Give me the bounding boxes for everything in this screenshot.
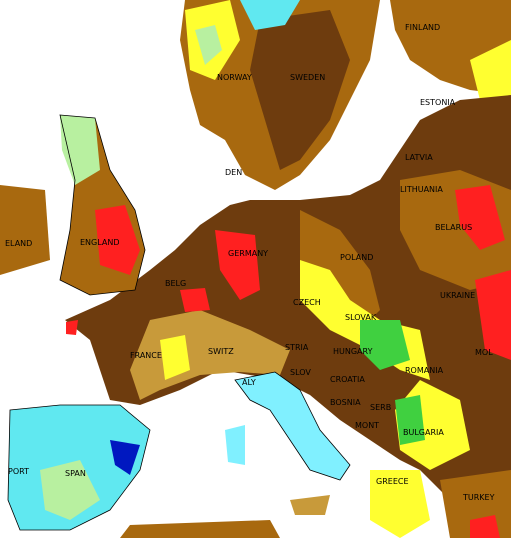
- region-lightgreen: [40, 460, 100, 520]
- country-label: SPAN: [65, 469, 86, 478]
- north-africa: [120, 520, 280, 538]
- country-label: LATVIA: [405, 153, 433, 162]
- country-label: MOL: [475, 348, 493, 357]
- region-green: [395, 395, 425, 445]
- region-yellow: [470, 40, 511, 110]
- country-label: SLOVAK: [345, 313, 377, 322]
- coastline: [234, 371, 351, 481]
- region-yellow: [160, 335, 190, 380]
- country-label: ROMANIA: [405, 366, 444, 375]
- country-label: POLAND: [340, 253, 373, 262]
- country-label: BOSNIA: [330, 398, 361, 407]
- country-label: UKRAINE: [440, 291, 475, 300]
- country-label: SLOV: [290, 368, 311, 377]
- country-label: BELG: [165, 279, 186, 288]
- country-label: HUNGARY: [333, 347, 373, 356]
- region-red: [66, 320, 78, 335]
- region-lightgreen: [60, 115, 100, 185]
- country-label: CROATIA: [330, 375, 365, 384]
- greece: [370, 470, 430, 538]
- sardinia: [225, 425, 245, 465]
- country-label: DEN: [225, 168, 242, 177]
- country-label: SWEDEN: [290, 73, 325, 82]
- region-blue: [110, 440, 140, 475]
- country-label: FRANCE: [130, 351, 162, 360]
- region-red: [180, 288, 210, 312]
- sicily: [290, 495, 330, 515]
- country-label: LITHUANIA: [400, 185, 443, 194]
- region-green: [360, 320, 410, 370]
- country-label: ELAND: [5, 239, 32, 248]
- region-red: [470, 515, 500, 538]
- coastline: [59, 114, 146, 296]
- country-label: BELARUS: [435, 223, 472, 232]
- coastline: [7, 404, 151, 531]
- country-label: SWITZ: [208, 347, 234, 356]
- coastlines: [7, 114, 351, 531]
- country-label: GREECE: [376, 477, 409, 486]
- country-label: TURKEY: [462, 493, 495, 502]
- country-labels: FINLAND NORWAY SWEDEN ESTONIA LATVIA DEN…: [5, 23, 495, 502]
- country-label: SERB: [370, 403, 391, 412]
- country-label: ALY: [242, 378, 256, 387]
- country-label: ENGLAND: [80, 238, 120, 247]
- region-red: [455, 185, 505, 250]
- region-cyan: [240, 0, 300, 30]
- region-red: [95, 205, 140, 275]
- country-label: FINLAND: [405, 23, 440, 32]
- italy: [235, 372, 350, 480]
- country-label: ESTONIA: [420, 98, 456, 107]
- region-lightgreen: [195, 25, 222, 65]
- country-label: STRIA: [285, 343, 309, 352]
- ireland: [0, 185, 50, 275]
- country-label: MONT: [355, 421, 379, 430]
- country-label: NORWAY: [217, 73, 252, 82]
- country-label: CZECH: [293, 298, 321, 307]
- country-label: PORT: [8, 467, 29, 476]
- country-label: GERMANY: [228, 249, 268, 258]
- country-label: BULGARIA: [403, 428, 444, 437]
- region-red: [475, 270, 511, 360]
- region-red: [215, 230, 260, 300]
- region-dark: [250, 10, 350, 170]
